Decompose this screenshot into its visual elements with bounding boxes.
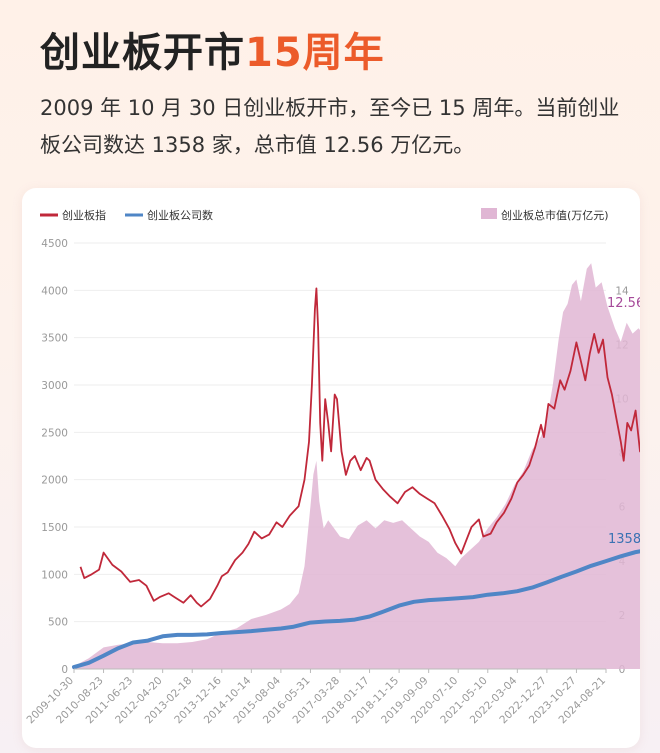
- market-cap-annotation: 12.56: [607, 296, 640, 311]
- title-accent: 15周年: [245, 30, 385, 76]
- series-index-line: [79, 287, 640, 608]
- y-left-tick-label: 0: [61, 664, 68, 676]
- y-left-tick-label: 2000: [41, 475, 68, 487]
- chart-card: 创业板指 创业板公司数 创业板总市值(万亿元) 0 500 1000 1500 2000…: [22, 188, 640, 748]
- legend-swatch-market-cap: [481, 208, 497, 219]
- market-cap-area-layer: [74, 263, 640, 669]
- page-title: 创业板开市15周年: [40, 20, 385, 78]
- legend-label-index: 创业板指: [62, 208, 106, 222]
- legend: 创业板指 创业板公司数 创业板总市值(万亿元): [40, 208, 609, 222]
- y-right-tick-label: 14: [615, 285, 629, 297]
- x-axis: 2009-10-302010-08-232011-06-232012-04-20…: [24, 668, 608, 726]
- y-left-tick-label: 4500: [41, 238, 68, 250]
- left-axis: 0 500 1000 1500 2000 2500 3000 3500 4000 4500: [41, 238, 606, 676]
- legend-label-companies: 创业板公司数: [147, 208, 213, 222]
- page-subtitle: 2009 年 10 月 30 日创业板开市，至今已 15 周年。当前创业板公司数…: [40, 96, 620, 157]
- y-left-tick-label: 1500: [41, 522, 68, 534]
- y-left-tick-label: 1000: [41, 569, 68, 581]
- line-layer: [72, 287, 640, 670]
- series-market-cap-area: [74, 263, 640, 669]
- legend-label-market-cap: 创业板总市值(万亿元): [501, 208, 609, 222]
- title-main: 创业板开市: [40, 30, 245, 76]
- y-left-tick-label: 4000: [41, 285, 68, 297]
- y-right-tick-label: 0: [619, 664, 626, 676]
- y-left-tick-label: 3000: [41, 380, 68, 392]
- y-left-tick-label: 3500: [41, 333, 68, 345]
- y-left-tick-label: 2500: [41, 427, 68, 439]
- series-companies-line: [72, 549, 640, 670]
- combo-chart: 创业板指 创业板公司数 创业板总市值(万亿元) 0 500 1000 1500 2000…: [24, 208, 640, 726]
- y-left-tick-label: 500: [48, 617, 68, 629]
- companies-annotation: 1358: [608, 532, 640, 547]
